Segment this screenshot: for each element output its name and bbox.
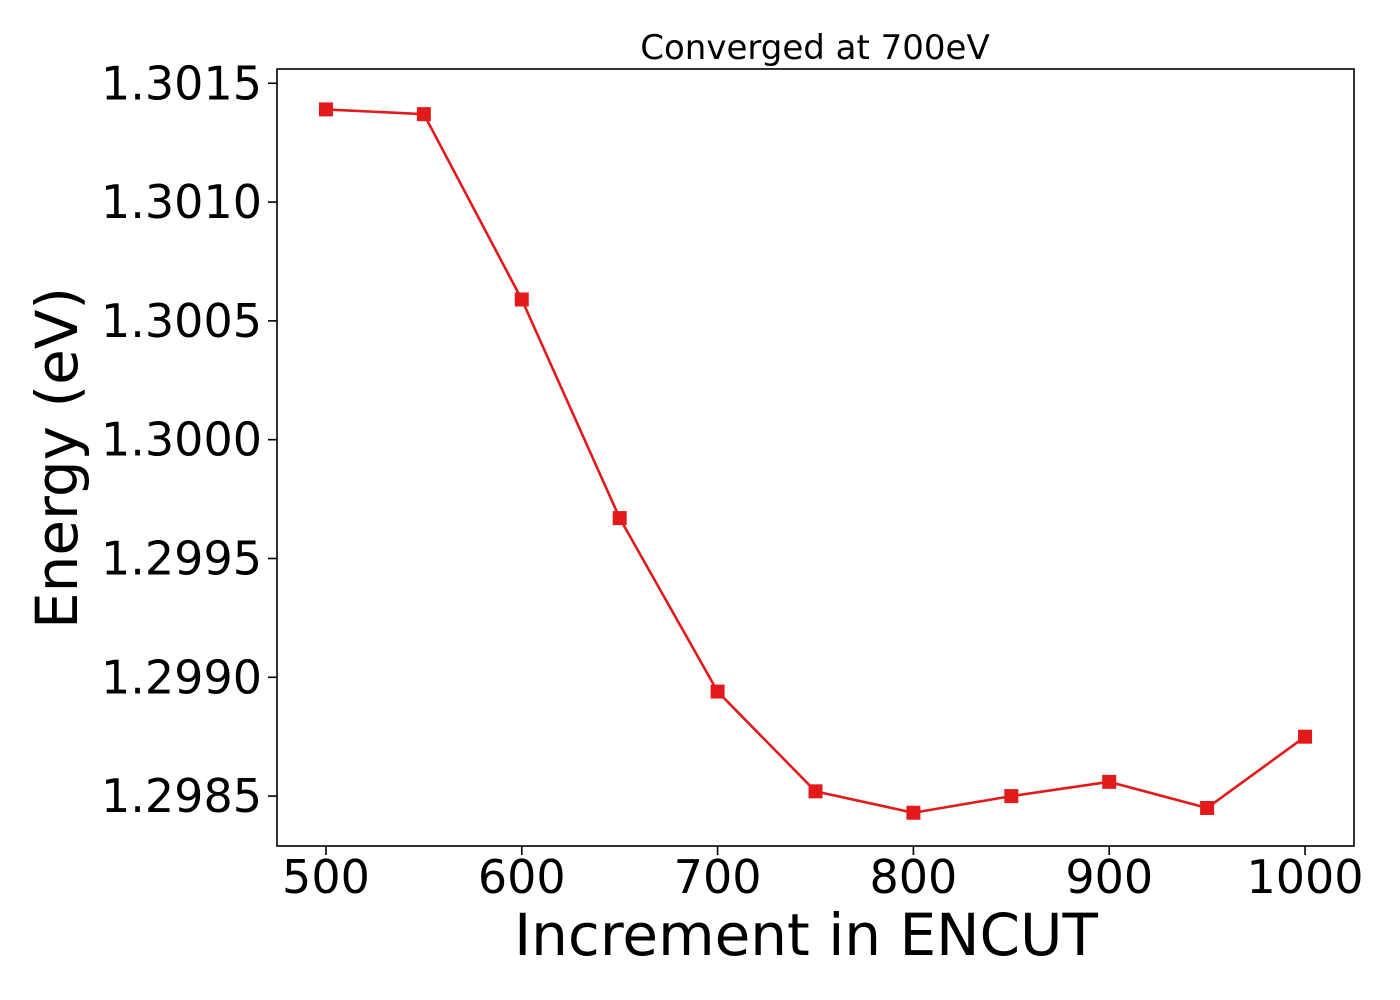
data-point-marker <box>416 107 431 122</box>
x-tick-label: 900 <box>1065 850 1153 904</box>
y-tick-label: 1.3005 <box>101 294 262 348</box>
y-tick-label: 1.3010 <box>101 175 262 229</box>
series-line <box>325 108 1306 815</box>
data-point-marker <box>612 511 627 526</box>
y-tick-label: 1.3000 <box>101 413 262 467</box>
y-tick-label: 1.3015 <box>101 56 262 110</box>
y-axis: 1.2985 1.2990 1.2995 1.3000 1.3005 1.3010 1.30… <box>101 56 277 823</box>
x-tick-label: 1000 <box>1247 850 1364 904</box>
x-tick-label: 600 <box>478 850 566 904</box>
y-axis-title: Energy (eV) <box>23 287 91 629</box>
data-point-marker <box>1004 789 1019 804</box>
data-point-marker <box>808 784 823 799</box>
data-point-marker <box>906 805 921 820</box>
series-layer <box>318 102 1313 820</box>
x-tick-label: 500 <box>282 850 370 904</box>
data-point-marker <box>514 292 529 307</box>
y-tick-label: 1.2995 <box>101 531 262 585</box>
x-axis-title: Increment in ENCUT <box>514 901 1098 969</box>
chart-title: Converged at 700eV <box>640 28 989 68</box>
y-tick-label: 1.2985 <box>101 769 262 823</box>
data-point-marker <box>1102 774 1117 789</box>
data-point-marker <box>710 684 725 699</box>
data-point-marker <box>1298 729 1313 744</box>
x-tick-label: 800 <box>870 850 958 904</box>
data-point-marker <box>318 102 333 117</box>
plot-area-frame <box>276 68 1355 847</box>
data-point-marker <box>1200 800 1215 815</box>
y-tick-label: 1.2990 <box>101 650 262 704</box>
x-axis: 500 600 700 800 900 1000 <box>282 846 1364 904</box>
x-tick-label: 700 <box>674 850 762 904</box>
